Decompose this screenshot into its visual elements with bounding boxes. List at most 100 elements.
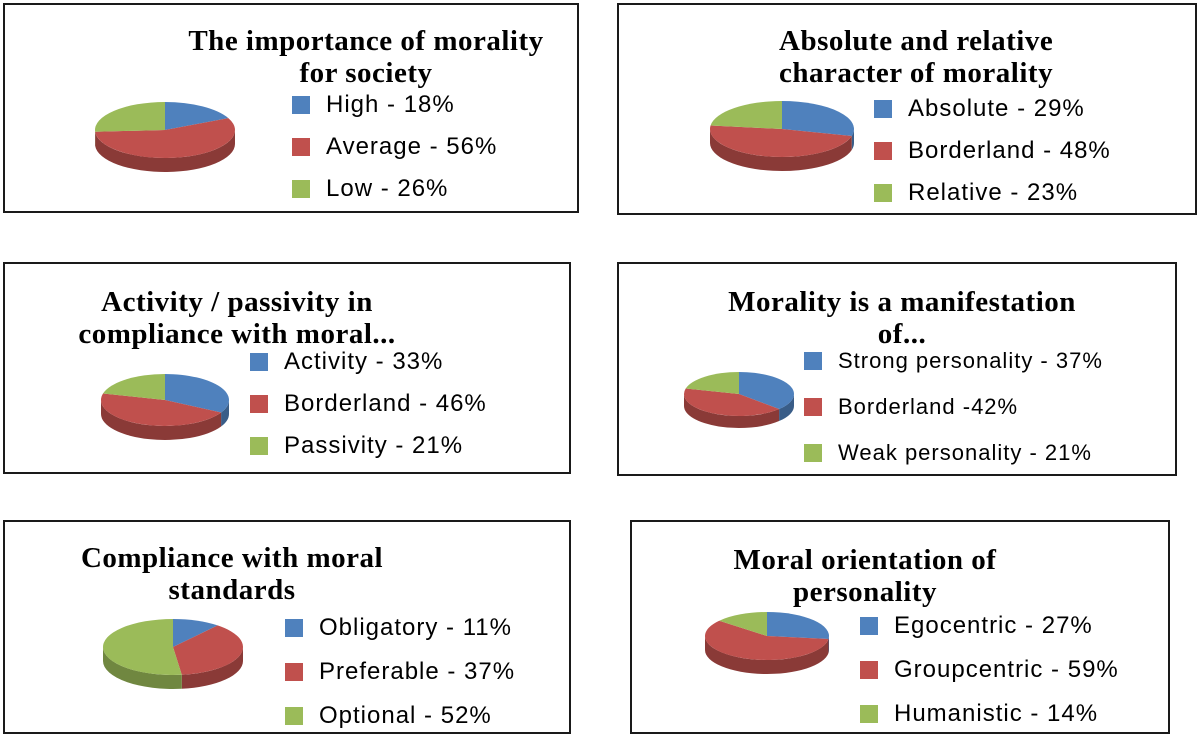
- pie-slice-side: [705, 636, 829, 674]
- pie-slice: [719, 612, 767, 636]
- legend-swatch: [874, 142, 892, 160]
- legend-swatch: [285, 619, 303, 637]
- legend-item-relative: Relative - 23%: [874, 179, 1078, 207]
- chart-panel-moral-orientation: Moral orientation of personality Egocent…: [630, 520, 1170, 734]
- legend-swatch: [292, 180, 310, 198]
- pie-chart: [95, 102, 236, 173]
- legend-label: High - 18%: [326, 91, 455, 118]
- pie-slice-side: [851, 129, 854, 150]
- pie-slice-side: [101, 400, 222, 440]
- legend-label: Humanistic - 14%: [894, 700, 1099, 727]
- pie-slice: [103, 619, 182, 675]
- legend-swatch: [292, 138, 310, 156]
- pie-slice: [165, 374, 230, 413]
- legend-item-average: Average - 56%: [292, 133, 497, 161]
- legend-swatch: [292, 96, 310, 114]
- legend-item-humanistic: Humanistic - 14%: [860, 700, 1098, 728]
- pie-chart: [705, 612, 829, 674]
- pie-slice-side: [221, 400, 229, 427]
- legend-swatch: [804, 352, 822, 370]
- chart-title: Moral orientation of personality: [733, 544, 997, 608]
- chart-panel-absolute-relative: Absolute and relative character of moral…: [617, 3, 1197, 215]
- chart-panel-compliance-standards: Compliance with moral standards Obligato…: [3, 520, 571, 734]
- legend-label: Activity - 33%: [284, 348, 444, 375]
- pie-slice-side: [95, 130, 236, 173]
- legend-item-activity: Activity - 33%: [250, 348, 443, 376]
- legend-item-passivity: Passivity - 21%: [250, 432, 463, 460]
- pie-chart: [684, 372, 794, 428]
- legend-item-weak-personality: Weak personality - 21%: [804, 440, 1092, 466]
- pie-slice: [103, 374, 165, 400]
- pie-slice: [739, 372, 794, 410]
- pie-slice-side: [181, 647, 243, 689]
- pie-slice: [767, 612, 829, 640]
- chart-panel-manifestation: Morality is a manifestation of... Strong…: [617, 262, 1177, 476]
- legend-swatch: [285, 707, 303, 725]
- pie-slice-side: [779, 394, 794, 422]
- legend-item-preferable: Preferable - 37%: [285, 658, 515, 686]
- legend-label: Low - 26%: [326, 175, 449, 202]
- legend-label: Groupcentric - 59%: [894, 656, 1119, 683]
- chart-title: Absolute and relative character of moral…: [779, 25, 1054, 89]
- pie-slice: [782, 101, 854, 136]
- chart-title: Activity / passivity in compliance with …: [78, 286, 396, 350]
- pie-slice-side: [684, 394, 780, 428]
- legend-swatch: [804, 398, 822, 416]
- legend-swatch: [285, 663, 303, 681]
- chart-title: Morality is a manifestation of...: [728, 286, 1076, 350]
- legend-item-borderland: Borderland -42%: [804, 394, 1018, 420]
- pie-slice: [173, 625, 244, 675]
- legend-swatch: [860, 617, 878, 635]
- legend-label: Average - 56%: [326, 133, 498, 160]
- legend-swatch: [874, 184, 892, 202]
- legend-swatch: [860, 661, 878, 679]
- chart-title: The importance of morality for society: [188, 25, 544, 89]
- legend-item-high: High - 18%: [292, 91, 455, 119]
- legend-swatch: [860, 705, 878, 723]
- pie-chart: [103, 619, 244, 689]
- legend-label: Borderland - 48%: [908, 137, 1111, 164]
- legend-swatch: [250, 353, 268, 371]
- pie-slice: [165, 102, 229, 130]
- legend-label: Optional - 52%: [319, 702, 492, 729]
- legend-label: Passivity - 21%: [284, 432, 464, 459]
- legend-item-egocentric: Egocentric - 27%: [860, 612, 1093, 640]
- legend-label: Borderland - 46%: [284, 390, 487, 417]
- pie-slice: [101, 393, 222, 426]
- pie-chart: [710, 101, 854, 172]
- chart-title: Compliance with moral standards: [80, 542, 384, 606]
- pie-slice: [95, 118, 236, 158]
- legend-label: Relative - 23%: [908, 179, 1079, 206]
- legend-item-strong-personality: Strong personality - 37%: [804, 348, 1103, 374]
- legend-swatch: [250, 395, 268, 413]
- legend-item-groupcentric: Groupcentric - 59%: [860, 656, 1119, 684]
- legend-label: Borderland -42%: [838, 394, 1019, 419]
- legend-item-absolute: Absolute - 29%: [874, 95, 1085, 123]
- pie-slice-side: [710, 129, 852, 172]
- legend-label: Preferable - 37%: [319, 658, 516, 685]
- pie-slice: [173, 619, 218, 647]
- legend-item-optional: Optional - 52%: [285, 702, 492, 730]
- legend-item-borderland: Borderland - 46%: [250, 390, 487, 418]
- legend-label: Absolute - 29%: [908, 95, 1085, 122]
- pie-slice: [710, 101, 782, 129]
- legend-item-low: Low - 26%: [292, 175, 448, 203]
- pie-slice-side: [103, 647, 182, 689]
- pie-slice: [710, 125, 852, 157]
- legend-swatch: [250, 437, 268, 455]
- legend-label: Egocentric - 27%: [894, 612, 1093, 639]
- legend-label: Strong personality - 37%: [838, 348, 1103, 373]
- legend-swatch: [804, 444, 822, 462]
- pie-slice: [95, 102, 165, 132]
- pie-slice: [705, 620, 829, 660]
- legend-item-borderland: Borderland - 48%: [874, 137, 1111, 165]
- pie-chart: [101, 374, 230, 440]
- pie-slice: [684, 388, 780, 416]
- legend-label: Obligatory - 11%: [319, 614, 512, 641]
- pie-slice: [685, 372, 739, 394]
- legend-swatch: [874, 100, 892, 118]
- chart-panel-importance: The importance of morality for society H…: [3, 3, 579, 213]
- chart-panel-activity-passivity: Activity / passivity in compliance with …: [3, 262, 571, 474]
- legend-label: Weak personality - 21%: [838, 440, 1092, 465]
- legend-item-obligatory: Obligatory - 11%: [285, 614, 512, 642]
